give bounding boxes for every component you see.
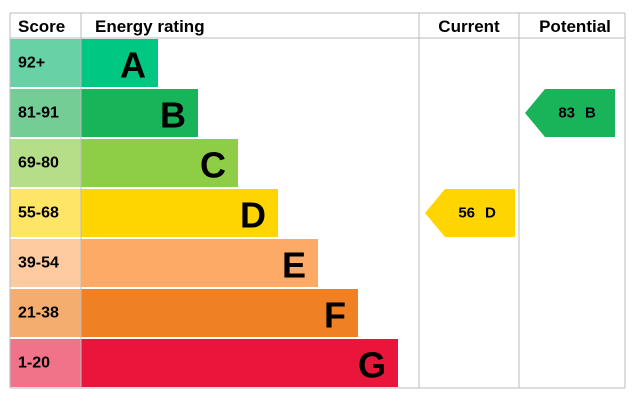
score-cell: [10, 89, 81, 137]
current-value: 56: [458, 205, 475, 222]
rating-letter: E: [282, 245, 306, 286]
score-label: 21-38: [18, 305, 59, 322]
rating-bar: [81, 189, 278, 237]
potential-value: 83: [558, 105, 575, 122]
score-cell: [10, 39, 81, 87]
score-label: 1-20: [18, 355, 50, 372]
column-header: Score: [18, 17, 65, 36]
rating-bar: [81, 339, 398, 387]
rating-letter: B: [160, 95, 186, 136]
current-letter: D: [485, 205, 496, 222]
rating-letter: D: [240, 195, 266, 236]
rating-letter: A: [120, 45, 146, 86]
rating-bar: [81, 139, 238, 187]
rating-bar: [81, 89, 198, 137]
rating-letter: G: [358, 345, 386, 386]
potential-arrow: [525, 89, 615, 137]
score-label: 92+: [18, 55, 45, 72]
score-cell: [10, 189, 81, 237]
score-label: 81-91: [18, 105, 59, 122]
current-arrow: [425, 189, 515, 237]
score-cell: [10, 289, 81, 337]
rating-letter: F: [324, 295, 346, 336]
column-header: Energy rating: [95, 17, 205, 36]
potential-letter: B: [585, 105, 596, 122]
score-cell: [10, 339, 81, 387]
score-cell: [10, 239, 81, 287]
rating-bar: [81, 39, 158, 87]
rating-letter: C: [200, 145, 226, 186]
score-label: 69-80: [18, 155, 59, 172]
score-label: 39-54: [18, 255, 59, 272]
score-label: 55-68: [18, 205, 59, 222]
score-cell: [10, 139, 81, 187]
column-header: Potential: [539, 17, 611, 36]
rating-bar: [81, 289, 358, 337]
column-header: Current: [438, 17, 500, 36]
rating-bar: [81, 239, 318, 287]
